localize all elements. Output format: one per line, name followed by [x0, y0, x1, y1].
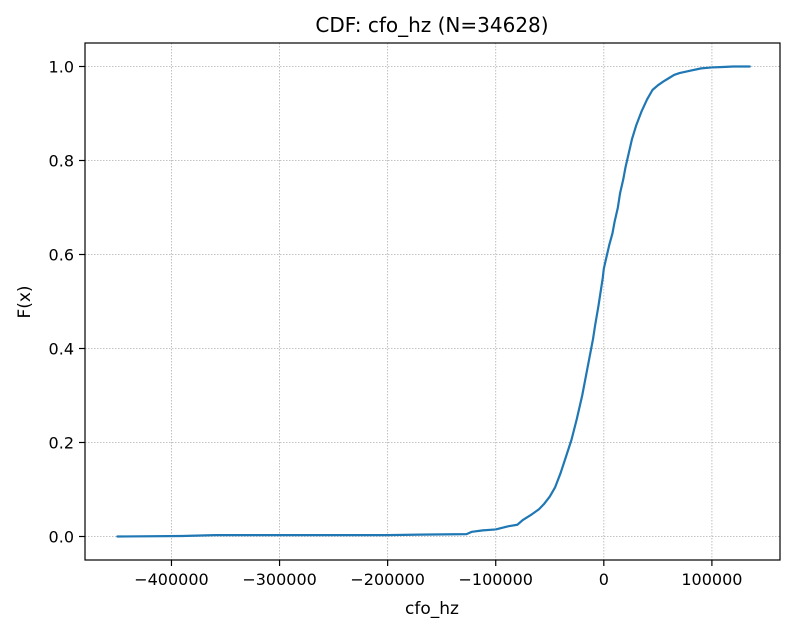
y-tick-label: 0.2 — [49, 434, 74, 453]
grid-lines — [85, 43, 780, 560]
chart-title: CDF: cfo_hz (N=34628) — [315, 13, 548, 37]
y-tick-label: 0.6 — [49, 246, 74, 265]
x-tick-label: −200000 — [350, 570, 424, 589]
series-layer — [116, 65, 751, 538]
x-axis-label: cfo_hz — [405, 599, 459, 619]
y-axis-label: F(x) — [15, 285, 35, 318]
y-tick-label: 0.0 — [49, 528, 74, 547]
x-tick-label: 0 — [599, 570, 609, 589]
x-tick-label: −100000 — [458, 570, 532, 589]
y-tick-label: 1.0 — [49, 58, 74, 77]
x-tick-label: 100000 — [681, 570, 742, 589]
y-tick-label: 0.4 — [49, 340, 74, 359]
y-tick-label: 0.8 — [49, 152, 74, 171]
plot-area-frame — [84, 42, 781, 561]
x-tick-label: −400000 — [134, 570, 208, 589]
x-tick-label: −300000 — [242, 570, 316, 589]
cdf-series-line — [116, 65, 751, 538]
axis-ticks: −400000 −300000 −200000 −100000 0 100000 0.0 0.… — [49, 58, 743, 590]
